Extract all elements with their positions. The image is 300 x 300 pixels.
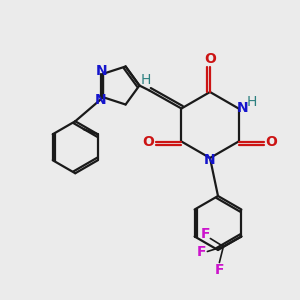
Text: O: O <box>204 52 216 66</box>
Text: O: O <box>142 134 154 148</box>
Text: N: N <box>94 93 106 107</box>
Text: N: N <box>204 153 216 167</box>
Text: N: N <box>237 100 248 115</box>
Text: F: F <box>214 262 224 277</box>
Text: H: H <box>140 73 151 86</box>
Text: H: H <box>246 94 257 109</box>
Text: N: N <box>95 64 107 78</box>
Text: O: O <box>266 134 278 148</box>
Text: F: F <box>201 227 210 242</box>
Text: F: F <box>196 244 206 259</box>
